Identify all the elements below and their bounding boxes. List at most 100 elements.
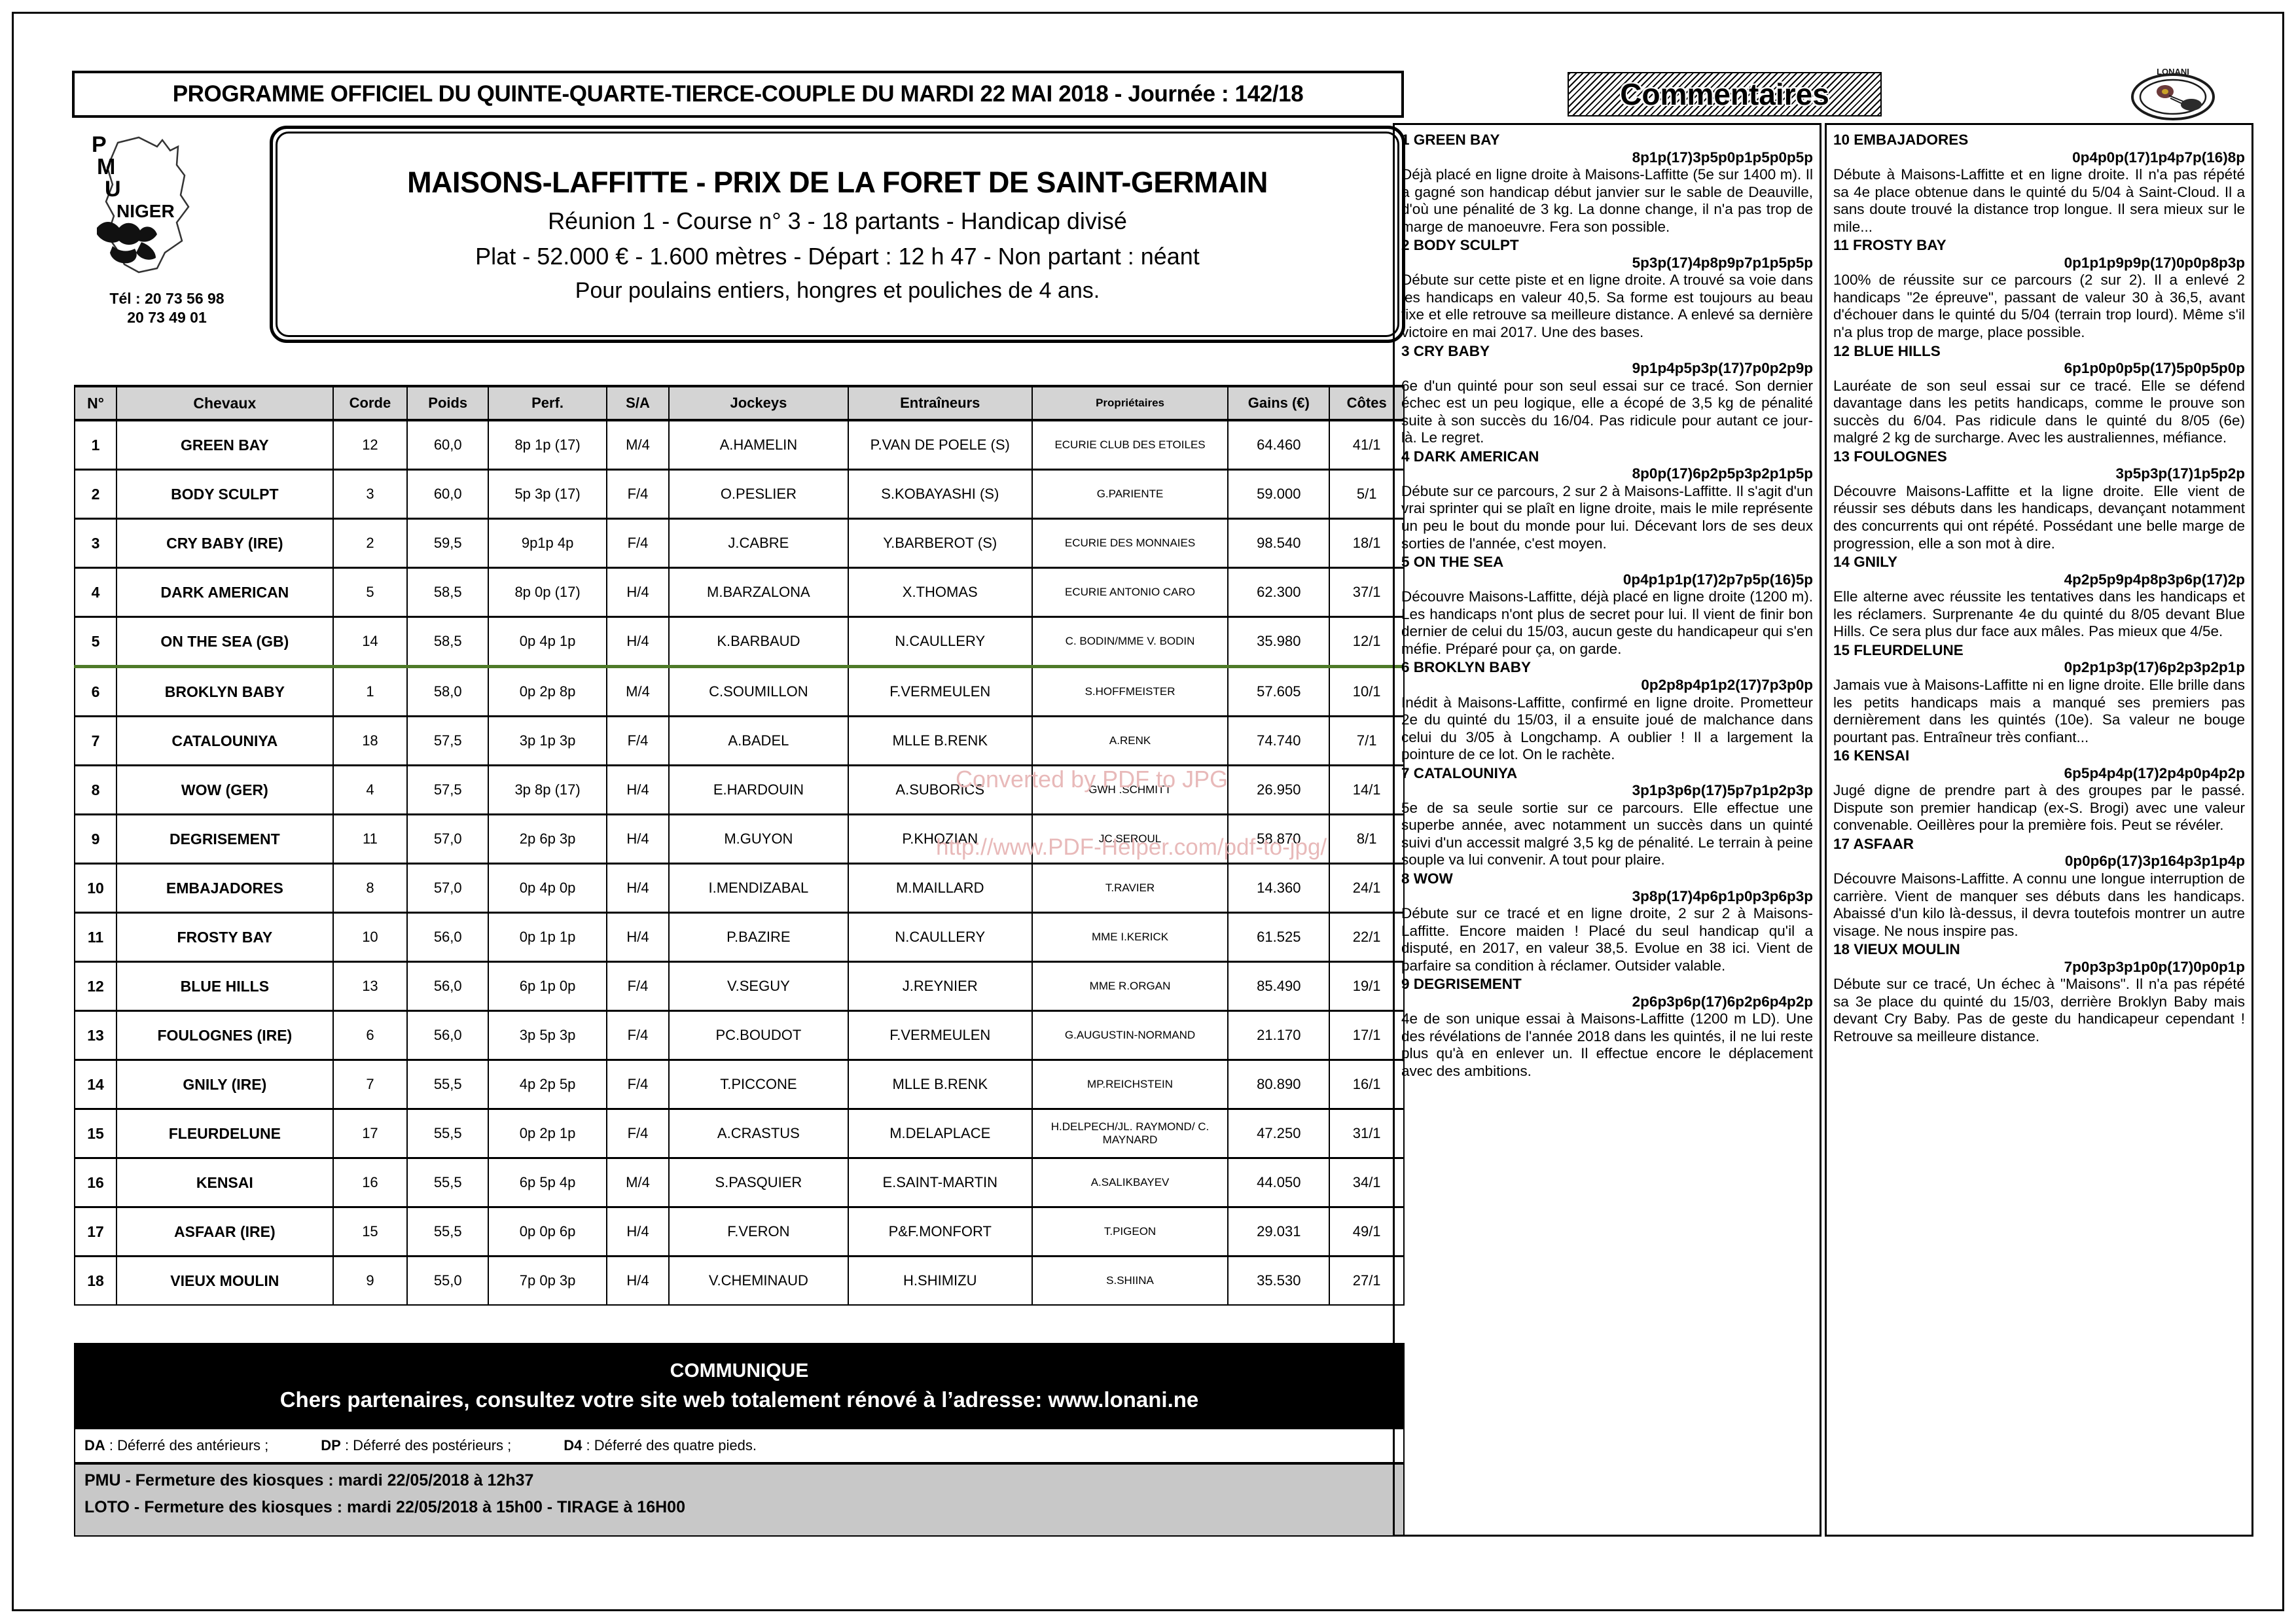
cell-trainer: P&F.MONFORT	[847, 1206, 1033, 1257]
table-header-row: N° Chevaux Corde Poids Perf. S/A Jockeys…	[73, 385, 1405, 421]
commentary-entry: 15 FLEURDELUNE 0p2p1p3p(17)6p2p3p2p1p Jama…	[1833, 642, 2245, 746]
cell-perf: 9p1p 4p	[488, 518, 607, 569]
cell-number: 2	[73, 469, 118, 520]
cell-jockey: M.GUYON	[668, 813, 849, 865]
commentary-entry: 14 GNILY 4p2p5p9p4p8p3p6p(17)2p Elle alter…	[1833, 554, 2245, 641]
cell-trainer: A.SUBORICS	[847, 764, 1033, 815]
commentary-entry: 17 ASFAAR 0p0p6p(17)3p164p3p1p4p Découvre …	[1833, 836, 2245, 940]
cell-sa: F/4	[605, 518, 670, 569]
commentary-horse-name: 17 ASFAAR	[1833, 835, 1914, 852]
commentary-horse-name: 18 VIEUX MOULIN	[1833, 941, 1960, 958]
commentary-text: Débute à Maisons-Laffitte et en ligne dr…	[1833, 166, 2245, 235]
cell-gains: 47.250	[1227, 1108, 1331, 1159]
commentary-horse-name: 11 FROSTY BAY	[1833, 237, 1946, 254]
svg-text:M: M	[97, 154, 115, 179]
cell-sa: F/4	[605, 1010, 670, 1061]
commentary-text: Jugé digne de prendre part à des groupes…	[1833, 782, 2245, 834]
col-header-gains: Gains (€)	[1227, 385, 1331, 421]
commentary-entry: 10 EMBAJADORES 0p4p0p(17)1p4p7p(16)8p Débu…	[1833, 132, 2245, 236]
commentary-horse-name: 3 CRY BABY	[1401, 342, 1490, 359]
cell-odds: 17/1	[1329, 1010, 1405, 1061]
cell-gains: 35.980	[1227, 616, 1331, 668]
cell-sa: F/4	[605, 961, 670, 1012]
cell-poids: 58,0	[406, 665, 490, 717]
cell-perf: 6p 1p 0p	[488, 961, 607, 1012]
commentary-form-string: 0p2p1p3p(17)6p2p3p2p1p	[2064, 659, 2245, 676]
cell-jockey: E.HARDOUIN	[668, 764, 849, 815]
cell-corde: 8	[332, 863, 408, 914]
col-header-number: N°	[73, 385, 118, 421]
lonani-logo-icon: LONANI	[2131, 67, 2215, 120]
cell-trainer: N.CAULLERY	[847, 912, 1033, 963]
cell-number: 5	[73, 616, 118, 668]
cell-horse: BROKLYN BABY	[116, 665, 334, 717]
cell-owner: A.SALIKBAYEV	[1031, 1157, 1229, 1208]
cell-number: 3	[73, 518, 118, 569]
cell-gains: 35.530	[1227, 1255, 1331, 1306]
cell-sa: M/4	[605, 1157, 670, 1208]
cell-sa: H/4	[605, 616, 670, 668]
cell-jockey: I.MENDIZABAL	[668, 863, 849, 914]
cell-owner: ECURIE ANTONIO CARO	[1031, 567, 1229, 618]
cell-sa: H/4	[605, 863, 670, 914]
table-row: 2 BODY SCULPT 3 60,0 5p 3p (17) F/4 O.PESLIER S…	[73, 469, 1405, 520]
commentary-horse-name: 10 EMBAJADORES	[1833, 132, 1969, 148]
cell-jockey: M.BARZALONA	[668, 567, 849, 618]
col-header-corde: Corde	[332, 385, 408, 421]
cell-corde: 17	[332, 1108, 408, 1159]
cell-poids: 56,0	[406, 1010, 490, 1061]
col-header-owners: Propriétaires	[1031, 385, 1229, 421]
table-row: 18 VIEUX MOULIN 9 55,0 7p 0p 3p H/4 V.CHEMINAU…	[73, 1255, 1405, 1306]
table-row: 14 GNILY (IRE) 7 55,5 4p 2p 5p F/4 T.PICCONE ML…	[73, 1059, 1405, 1110]
cell-horse: WOW (GER)	[116, 764, 334, 815]
cell-trainer: F.VERMEULEN	[847, 665, 1033, 717]
cell-number: 17	[73, 1206, 118, 1257]
cell-horse: CRY BABY (IRE)	[116, 518, 334, 569]
commentary-entry: 16 KENSAI 6p5p4p4p(17)2p4p0p4p2p Jugé dign…	[1833, 747, 2245, 834]
cell-jockey: A.CRASTUS	[668, 1108, 849, 1159]
pmu-niger-logo-icon: P M U NIGER	[92, 132, 190, 274]
commentary-entry: 1 GREEN BAY 8p1p(17)3p5p0p1p5p0p5p Déjà pl…	[1401, 132, 1813, 236]
runners-table: N° Chevaux Corde Poids Perf. S/A Jockeys…	[73, 385, 1405, 1306]
commentary-form-string: 0p4p1p1p(17)2p7p5p(16)5p	[1623, 571, 1813, 588]
cell-trainer: X.THOMAS	[847, 567, 1033, 618]
cell-gains: 44.050	[1227, 1157, 1331, 1208]
banner-title: PROGRAMME OFFICIEL DU QUINTE-QUARTE-TIER…	[172, 81, 1304, 107]
cell-horse: BLUE HILLS	[116, 961, 334, 1012]
cell-number: 18	[73, 1255, 118, 1306]
cell-jockey: P.BAZIRE	[668, 912, 849, 963]
runners-table-body: 1 GREEN BAY 12 60,0 8p 1p (17) M/4 A.HAMELIN P.…	[73, 419, 1405, 1306]
commentary-form-string: 4p2p5p9p4p8p3p6p(17)2p	[2064, 571, 2245, 588]
cell-poids: 55,5	[406, 1206, 490, 1257]
svg-text:LONANI: LONANI	[2157, 67, 2189, 77]
cell-perf: 0p 2p 1p	[488, 1108, 607, 1159]
race-info-box: MAISONS-LAFFITTE - PRIX DE LA FORET DE S…	[270, 126, 1405, 343]
commentary-entry: 6 BROKLYN BABY 0p2p8p4p1p2(17)7p3p0p Inédi…	[1401, 659, 1813, 763]
cell-poids: 59,5	[406, 518, 490, 569]
cell-jockey: F.VERON	[668, 1206, 849, 1257]
commentary-text: Débute sur ce tracé et en ligne droite, …	[1401, 905, 1813, 974]
cell-perf: 2p 6p 3p	[488, 813, 607, 865]
cell-corde: 16	[332, 1157, 408, 1208]
commentary-text: Inédit à Maisons-Laffitte, confirmé en l…	[1401, 694, 1813, 763]
cell-odds: 41/1	[1329, 419, 1405, 471]
legend-d4-text: : Déferré des quatre pieds.	[586, 1437, 757, 1454]
cell-odds: 34/1	[1329, 1157, 1405, 1208]
cell-odds: 8/1	[1329, 813, 1405, 865]
col-header-odds: Côtes	[1329, 385, 1405, 421]
lonani-logo: LONANI	[2114, 64, 2232, 124]
commentary-horse-name: 2 BODY SCULPT	[1401, 237, 1519, 254]
commentary-column-1: 1 GREEN BAY 8p1p(17)3p5p0p1p5p0p5p Déjà pl…	[1393, 123, 1821, 1537]
commentary-form-string: 8p1p(17)3p5p0p1p5p0p5p	[1632, 149, 1813, 166]
cell-corde: 18	[332, 715, 408, 766]
cell-owner: GWH .SCHMITT	[1031, 764, 1229, 815]
cell-number: 8	[73, 764, 118, 815]
pmu-logo-block: P M U NIGER Tél : 20 73 56 98 20 73 49 0…	[72, 124, 262, 340]
commentary-text: Jamais vue à Maisons-Laffitte ni en lign…	[1833, 676, 2245, 745]
commentary-entry: 5 ON THE SEA 0p4p1p1p(17)2p7p5p(16)5p Déco…	[1401, 554, 1813, 658]
commentary-form-string: 6p1p0p0p5p(17)5p0p5p0p	[2064, 360, 2245, 377]
cell-odds: 31/1	[1329, 1108, 1405, 1159]
cell-owner: ECURIE DES MONNAIES	[1031, 518, 1229, 569]
cell-perf: 3p 1p 3p	[488, 715, 607, 766]
page-border	[12, 12, 2284, 1611]
